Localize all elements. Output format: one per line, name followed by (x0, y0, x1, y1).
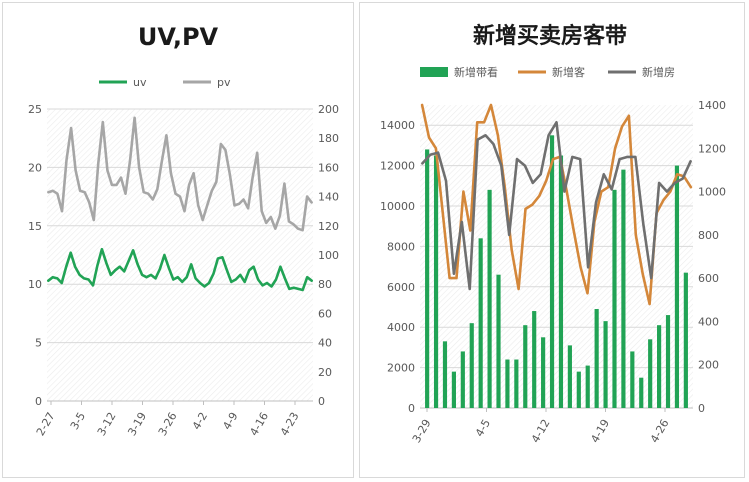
legend-label: 新增房 (642, 65, 675, 79)
x-tick-label: 4-19 (588, 417, 612, 445)
legend-label: 新增客 (552, 65, 585, 79)
x-tick-label: 4-9 (220, 410, 240, 432)
y2-tick-label: 180 (318, 132, 339, 145)
x-tick-label: 4-2 (190, 410, 210, 432)
bar (523, 325, 528, 408)
chart-title: 新增买卖房客带 (473, 23, 627, 49)
bar (594, 309, 599, 408)
series-line-uv (46, 247, 314, 292)
y-tick-label: 8000 (387, 240, 415, 253)
y-tick-label: 10 (28, 278, 42, 291)
y-tick-label: 14000 (380, 119, 415, 132)
y2-tick-label: 40 (318, 337, 332, 350)
x-tick-label: 3-12 (95, 410, 119, 438)
bar (665, 315, 671, 408)
y-tick-label: 20 (28, 161, 42, 174)
bar (505, 359, 510, 408)
y2-tick-label: 140 (318, 191, 339, 204)
x-tick-label: 4-12 (529, 417, 553, 445)
y-tick-label: 2000 (387, 362, 415, 375)
bar (585, 365, 590, 408)
y-tick-label: 25 (28, 103, 42, 116)
y2-tick-label: 160 (318, 161, 339, 174)
x-tick-label: 3-29 (410, 417, 434, 445)
bar (567, 345, 572, 408)
bar (442, 341, 448, 408)
y-tick-label: 4000 (387, 321, 415, 334)
x-tick-label: 3-19 (125, 410, 149, 438)
series-line-新增房 (421, 121, 692, 291)
legend-label: pv (217, 76, 231, 89)
x-tick-label: 4-23 (278, 410, 302, 438)
y2-tick-label: 60 (318, 307, 332, 320)
bar (469, 323, 474, 408)
bar (532, 311, 537, 408)
y2-tick-label: 800 (698, 229, 719, 242)
y2-tick-label: 0 (318, 395, 325, 408)
plot-area (47, 109, 313, 401)
y-tick-label: 0 (35, 395, 42, 408)
bar (612, 189, 617, 408)
y2-tick-label: 1400 (698, 99, 726, 112)
bar (639, 377, 644, 408)
legend-swatch (420, 67, 448, 77)
bar (487, 189, 492, 408)
bar (576, 371, 581, 408)
bar (514, 359, 519, 408)
bar (558, 155, 564, 408)
x-tick-label: 2-27 (34, 410, 58, 438)
bar (451, 371, 456, 408)
y2-tick-label: 0 (698, 402, 705, 415)
bar (541, 337, 546, 408)
y2-tick-label: 80 (318, 278, 332, 291)
bar (549, 135, 555, 409)
y2-tick-label: 120 (318, 220, 339, 233)
x-tick-label: 3-5 (68, 410, 88, 432)
new-listings-chart-panel: 新增买卖房客带 0 2000 4000 6000 8000 10000 12000 14000 0… (359, 2, 745, 478)
bar (603, 321, 608, 408)
y2-tick-label: 1000 (698, 186, 726, 199)
y2-tick-label: 200 (698, 359, 719, 372)
uv-pv-chart: UV,PV 0 5 10 15 20 25 0 20 40 60 80 100 120 140 160 180 2… (28, 23, 339, 438)
bar (460, 351, 465, 408)
uv-pv-chart-panel: UV,PV 0 5 10 15 20 25 0 20 40 60 80 100 120 140 160 180 2… (2, 2, 354, 478)
y-tick-label: 5 (35, 337, 42, 350)
bar (683, 272, 688, 408)
bar (648, 339, 653, 408)
y2-tick-label: 20 (318, 366, 332, 379)
bar (657, 325, 662, 408)
bar (496, 274, 501, 408)
legend-label: uv (133, 76, 147, 89)
bar (621, 169, 626, 408)
y-tick-label: 15 (28, 220, 42, 233)
x-tick-label: 4-16 (247, 410, 271, 438)
legend-label: 新增带看 (454, 65, 498, 79)
x-tick-label: 4-26 (648, 417, 672, 445)
y2-tick-label: 600 (698, 272, 719, 285)
bar (630, 351, 635, 408)
y2-tick-label: 1200 (698, 142, 726, 155)
y-tick-label: 0 (408, 402, 415, 415)
bar (425, 149, 430, 408)
chart-title: UV,PV (138, 23, 219, 51)
y-tick-label: 10000 (380, 200, 415, 213)
x-tick-label: 4-5 (473, 417, 493, 439)
x-tick-label: 3-26 (156, 410, 180, 438)
bar (674, 165, 680, 408)
bar (478, 238, 483, 408)
y2-tick-label: 200 (318, 103, 339, 116)
y2-tick-label: 400 (698, 315, 719, 328)
bar (433, 155, 439, 408)
new-listings-chart: 新增买卖房客带 0 2000 4000 6000 8000 10000 12000 14000 0… (380, 23, 726, 445)
y-tick-label: 12000 (380, 160, 415, 173)
y2-tick-label: 100 (318, 249, 339, 262)
y-tick-label: 6000 (387, 281, 415, 294)
series-line-新增客 (420, 103, 693, 306)
series-line-pv (47, 116, 313, 232)
